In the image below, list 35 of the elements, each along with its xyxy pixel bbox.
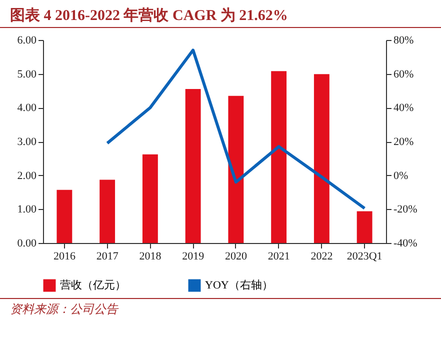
y2-tick-label: 20% bbox=[394, 136, 414, 148]
y2-tick-label: 0% bbox=[394, 170, 408, 182]
bar bbox=[356, 211, 372, 243]
y2-tick-label: 60% bbox=[394, 68, 414, 80]
x-tick-label: 2023Q1 bbox=[346, 250, 382, 262]
x-tick-label: 2017 bbox=[96, 250, 119, 262]
bar bbox=[56, 190, 72, 243]
y2-tick-label: -20% bbox=[394, 204, 418, 216]
y-tick-label: 0.00 bbox=[17, 238, 37, 250]
line-series bbox=[106, 48, 366, 210]
y-tick-label: 1.00 bbox=[17, 204, 37, 216]
y2-tick-label: 40% bbox=[394, 102, 414, 114]
y2-tick-label: -40% bbox=[394, 238, 418, 250]
y-tick-label: 5.00 bbox=[17, 68, 37, 80]
y-tick-label: 2.00 bbox=[17, 170, 37, 182]
bar bbox=[271, 71, 287, 243]
x-tick-label: 2022 bbox=[310, 250, 333, 262]
chart-title: 图表 4 2016-2022 年营收 CAGR 为 21.62% bbox=[0, 0, 441, 28]
bar bbox=[314, 74, 330, 243]
bar bbox=[228, 96, 244, 243]
y-tick-label: 6.00 bbox=[17, 34, 37, 46]
x-tick-label: 2016 bbox=[53, 250, 76, 262]
y-tick-label: 4.00 bbox=[17, 102, 37, 114]
x-tick-label: 2020 bbox=[224, 250, 248, 262]
bar bbox=[142, 154, 158, 243]
bar bbox=[185, 89, 201, 243]
x-tick-label: 2021 bbox=[268, 250, 290, 262]
legend-label: 营收（亿元） bbox=[60, 278, 126, 292]
bar bbox=[100, 180, 116, 243]
legend-label: YOY（右轴） bbox=[205, 278, 273, 292]
x-tick-label: 2018 bbox=[139, 250, 162, 262]
y2-tick-label: 80% bbox=[394, 34, 414, 46]
y-tick-label: 3.00 bbox=[17, 136, 37, 148]
x-tick-label: 2019 bbox=[182, 250, 205, 262]
text: 资料来源：公司公告 bbox=[0, 298, 441, 320]
